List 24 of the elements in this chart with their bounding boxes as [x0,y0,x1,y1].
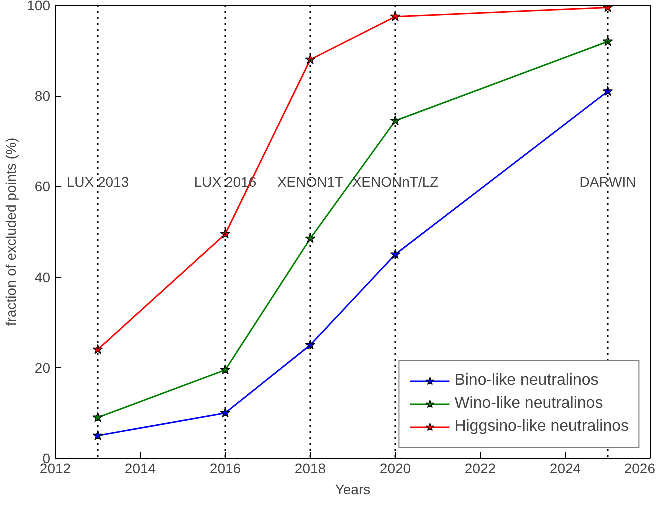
x-tick-label: 2016 [210,460,242,476]
legend-label: Higgsino-like neutralinos [454,418,629,436]
y-tick-label: 80 [34,88,51,104]
legend-label: Bino-like neutralinos [454,372,599,390]
x-tick-label: 2018 [294,460,326,476]
point [305,54,316,64]
x-tick-label: 2024 [550,460,582,476]
y-tick-label: 100 [27,0,51,14]
x-tick-label: 2026 [624,460,656,476]
point [390,249,401,260]
point [602,86,614,96]
ref-line-label: LUX 2013 [66,174,130,190]
y-tick-label: 40 [34,269,51,286]
y-axis-title: fraction of excluded points (%) [3,138,20,326]
x-axis-title: Years [335,482,371,498]
legend-label: Wino-like neutralinos [454,395,604,413]
y-tick-label: 60 [34,178,51,195]
x-tick-label: 2022 [464,460,496,476]
y-tick-label: 20 [34,360,51,376]
ref-line-label: DARWIN [580,174,636,190]
ref-line-label: XENON1T [277,174,344,190]
ref-line-label: XENONnT/LZ [352,174,440,190]
x-tick-label: 2014 [124,460,156,476]
x-tick-label: 2020 [380,460,412,476]
